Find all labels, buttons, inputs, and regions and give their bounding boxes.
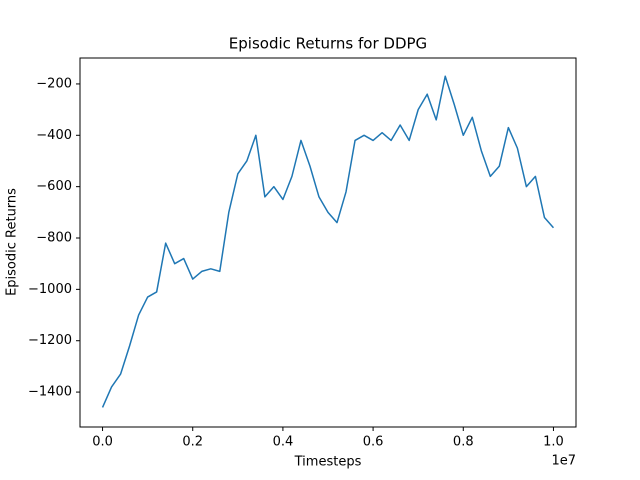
x-axis-label: Timesteps [294,455,362,470]
x-tick-label: 0.8 [453,435,474,450]
y-tick-label: −600 [36,179,72,194]
x-tick-label: 0.6 [363,435,384,450]
x-tick-label: 0.0 [92,435,113,450]
y-axis-label: Episodic Returns [5,188,20,296]
x-offset-label: 1e7 [551,454,576,469]
x-tick-label: 1.0 [543,435,564,450]
x-tick-label: 0.2 [182,435,203,450]
y-tick-label: −1200 [28,333,72,348]
axes-frame [79,57,577,428]
chart-title: Episodic Returns for DDPG [229,35,427,53]
y-tick-label: −800 [36,231,72,246]
y-tick-label: −200 [36,76,72,91]
x-tick-label: 0.4 [273,435,294,450]
y-tick-label: −1400 [28,385,72,400]
y-tick-label: −1000 [28,282,72,297]
y-tick-label: −400 [36,128,72,143]
data-line [101,75,555,408]
